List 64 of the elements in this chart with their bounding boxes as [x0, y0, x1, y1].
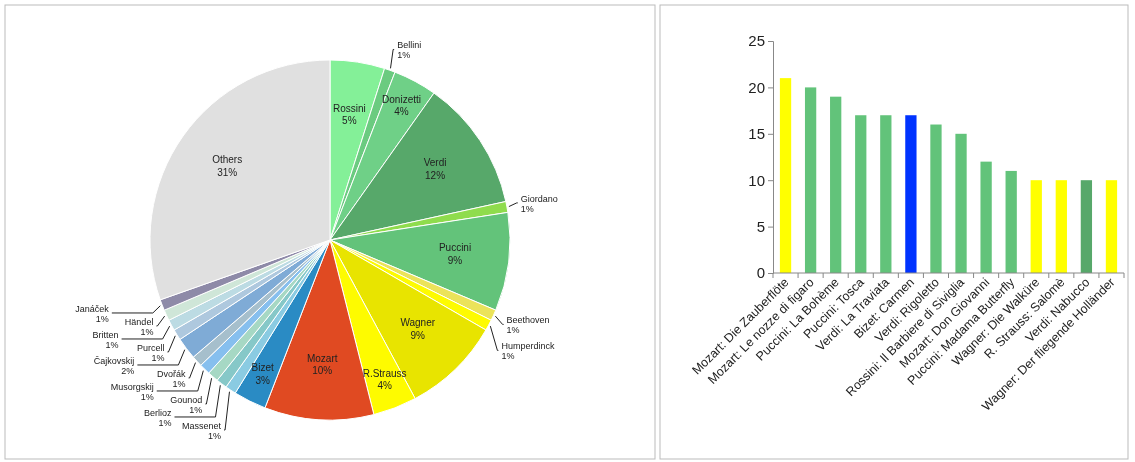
bar	[779, 78, 792, 273]
slice-label: Rossini	[332, 102, 366, 114]
data-label: 1%	[151, 352, 165, 363]
bar	[905, 115, 917, 273]
data-label: 31%	[217, 166, 238, 178]
data-label: 9%	[410, 329, 426, 341]
data-label: 1%	[140, 391, 154, 402]
slice-label: Massenet	[182, 420, 222, 431]
slice-label: Giordano	[520, 193, 558, 204]
bar	[955, 133, 967, 273]
slice-label: Händel	[124, 316, 154, 327]
slice-label: Wagner	[400, 317, 436, 329]
slice-label: Janáček	[75, 303, 110, 314]
slice-label: Verdi	[423, 157, 447, 169]
bar	[804, 87, 817, 273]
data-label: 1%	[520, 203, 534, 214]
data-label: 1%	[95, 313, 109, 324]
data-label: 3%	[255, 374, 270, 386]
slice-label: Dvořák	[157, 368, 187, 379]
data-label: 1%	[105, 339, 119, 350]
slice-label: Purcell	[136, 342, 165, 353]
data-label: 4%	[377, 380, 392, 392]
bar	[880, 115, 892, 273]
bar	[1030, 180, 1042, 273]
y-tick-label: 0	[756, 264, 765, 282]
y-tick-label: 20	[748, 78, 765, 96]
data-label: 4%	[394, 106, 409, 118]
data-label: 1%	[208, 430, 222, 441]
bar	[830, 96, 842, 273]
y-tick-label: 25	[748, 32, 765, 50]
data-label: 2%	[121, 365, 135, 376]
y-tick-label: 5	[756, 217, 765, 235]
data-label: 1%	[140, 326, 154, 337]
data-label: 10%	[312, 365, 333, 377]
bar	[980, 161, 992, 273]
slice-label: Mozart	[306, 352, 338, 364]
slice-label: Others	[212, 154, 243, 166]
slice-label: Britten	[92, 329, 119, 340]
data-label: 1%	[397, 50, 411, 61]
slice-label: Čajkovskij	[93, 355, 135, 366]
slice-label: Musorgskij	[110, 381, 154, 392]
data-label: 12%	[425, 169, 446, 181]
bar	[1105, 180, 1118, 273]
data-label: 1%	[158, 417, 172, 428]
bar	[930, 124, 942, 273]
y-tick-label: 15	[748, 125, 765, 143]
bar	[1005, 170, 1017, 273]
slice-label: Gounod	[170, 394, 203, 405]
bar	[1080, 180, 1093, 273]
data-label: 9%	[447, 254, 463, 266]
data-label: 1%	[501, 351, 515, 362]
data-label: 1%	[172, 378, 186, 389]
slice-label: Puccini	[438, 242, 472, 254]
slice-label: Berlioz	[143, 407, 172, 418]
bar	[1055, 180, 1067, 273]
slice-label: Beethoven	[506, 315, 550, 326]
slice-label: Humperdinck	[501, 341, 555, 352]
bar	[855, 115, 867, 273]
data-label: 1%	[506, 325, 520, 336]
data-label: 5%	[342, 114, 357, 126]
slice-label: Bizet	[251, 362, 274, 374]
y-tick-label: 10	[748, 171, 765, 189]
slice-label: Bellini	[397, 40, 422, 51]
data-label: 1%	[189, 404, 203, 415]
